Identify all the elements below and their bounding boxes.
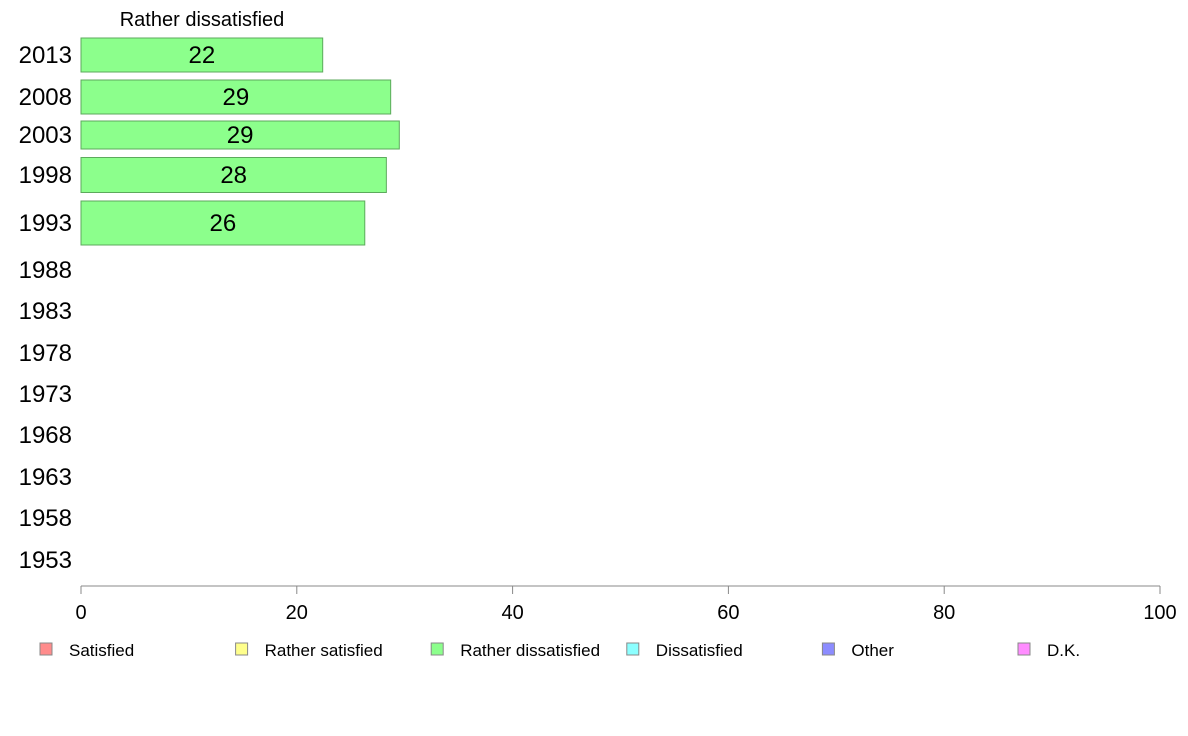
year-label: 1998: [19, 162, 72, 189]
year-label: 1953: [19, 547, 72, 574]
legend-label: Other: [851, 641, 894, 660]
bar-value-label: 29: [227, 122, 254, 149]
legend-label: Rather dissatisfied: [460, 641, 600, 660]
bar: [80, 79, 392, 115]
legend-swatch: [430, 642, 444, 656]
year-label: 1988: [19, 257, 72, 284]
chart-title: Rather dissatisfied: [120, 9, 285, 31]
year-label: 1963: [19, 464, 72, 491]
bar-value-label: 22: [188, 42, 215, 69]
year-label: 1983: [19, 298, 72, 325]
year-label: 1973: [19, 381, 72, 408]
bars: 22 29 29 28 26: [80, 37, 400, 246]
bar-value-label: 26: [210, 210, 237, 237]
legend-swatch: [1017, 642, 1031, 656]
legend-swatch: [39, 642, 53, 656]
legend-label: D.K.: [1047, 641, 1080, 660]
legend-label: Dissatisfied: [656, 641, 743, 660]
bar: [80, 37, 324, 73]
legend: Satisfied Rather satisfied Rather dissatis…: [39, 641, 1080, 660]
bar: [80, 200, 366, 246]
x-tick-label: 100: [1143, 602, 1176, 624]
legend-label: Rather satisfied: [265, 641, 383, 660]
x-tick-label: 0: [75, 602, 86, 624]
bar: [80, 120, 400, 150]
legend-swatch: [235, 642, 249, 656]
bar-value-label: 29: [222, 84, 249, 111]
year-label: 1993: [19, 210, 72, 237]
x-tick-label: 60: [717, 602, 739, 624]
x-axis: 0 20 40 60 80 100: [75, 585, 1177, 624]
x-tick-label: 20: [286, 602, 308, 624]
year-label: 2013: [19, 42, 72, 69]
year-label: 1978: [19, 340, 72, 367]
bar: [80, 157, 387, 193]
year-label: 1958: [19, 505, 72, 532]
x-tick-label: 80: [933, 602, 955, 624]
legend-swatch: [626, 642, 640, 656]
legend-swatch: [821, 642, 835, 656]
y-axis-labels: 2013 2008 2003 1998 1993 1988 1983 1978 1973 1968…: [19, 42, 72, 574]
x-tick-label: 40: [501, 602, 523, 624]
bar-value-label: 28: [220, 162, 247, 189]
legend-label: Satisfied: [69, 641, 134, 660]
year-label: 2008: [19, 84, 72, 111]
year-label: 2003: [19, 122, 72, 149]
year-label: 1968: [19, 422, 72, 449]
